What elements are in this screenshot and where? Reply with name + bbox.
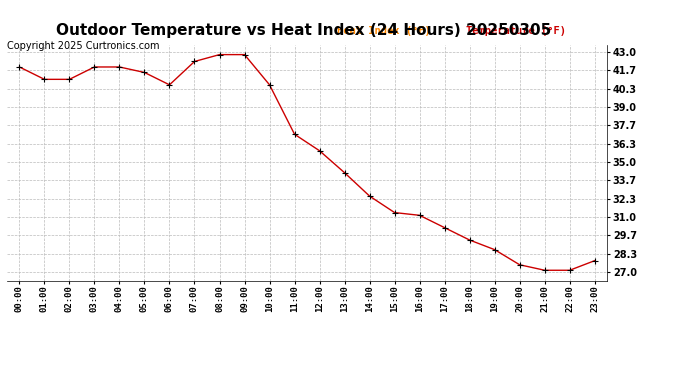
Text: Heat Index (°F): Heat Index (°F) — [337, 26, 431, 36]
Text: Copyright 2025 Curtronics.com: Copyright 2025 Curtronics.com — [7, 41, 159, 51]
Text: Outdoor Temperature vs Heat Index (24 Hours) 20250305: Outdoor Temperature vs Heat Index (24 Ho… — [56, 22, 551, 38]
Text: Temperature (°F): Temperature (°F) — [466, 26, 566, 36]
